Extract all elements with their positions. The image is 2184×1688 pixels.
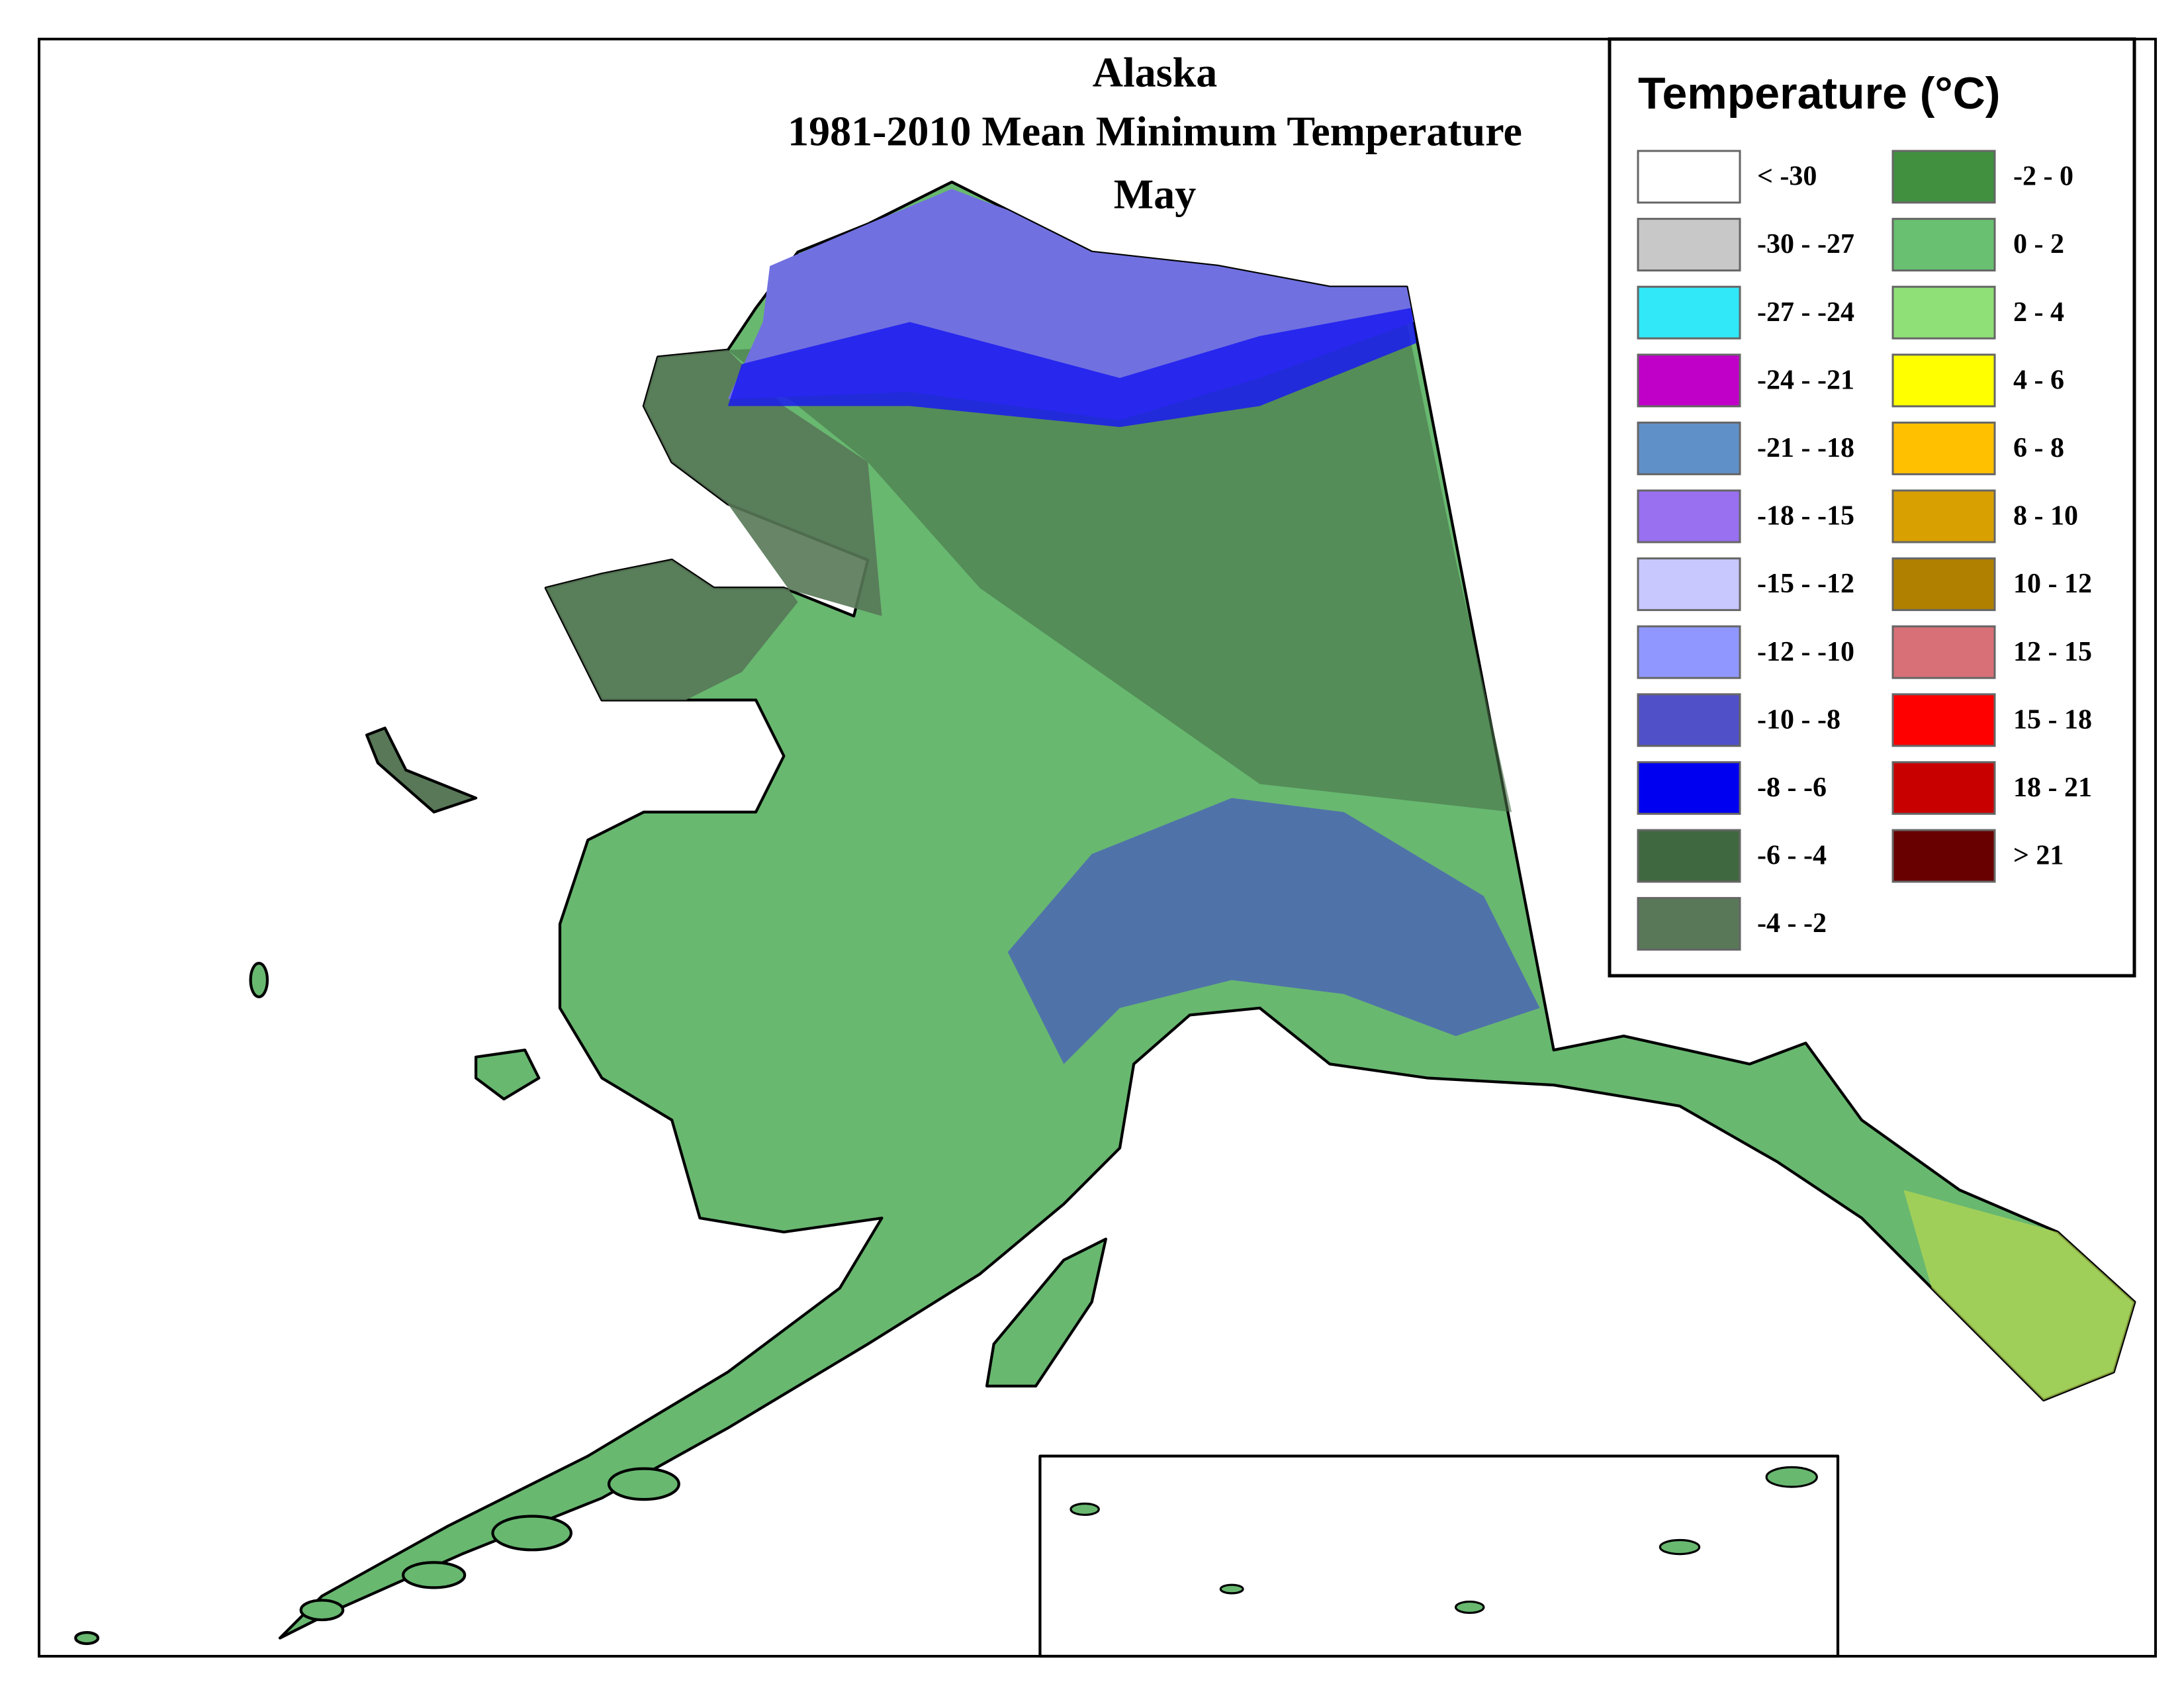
arctic-slope xyxy=(727,322,1512,812)
legend-label: 4 - 6 xyxy=(2013,365,2064,395)
legend-label: 10 - 12 xyxy=(2013,569,2092,599)
legend-swatch xyxy=(1891,421,1996,475)
legend-swatch xyxy=(1891,761,1996,815)
legend-swatch xyxy=(1891,625,1996,679)
legend-label: 0 - 2 xyxy=(2013,229,2064,259)
legend-label: -21 - -18 xyxy=(1757,433,1854,463)
legend-label: -6 - -4 xyxy=(1757,841,1827,871)
legend-label: -15 - -12 xyxy=(1757,569,1854,599)
legend-swatch xyxy=(1637,353,1741,408)
title-line: Alaska xyxy=(1093,49,1218,96)
legend-swatch xyxy=(1637,897,1741,951)
legend-label: -2 - 0 xyxy=(2013,162,2073,192)
legend-label: -18 - -15 xyxy=(1757,501,1854,532)
aleutians xyxy=(74,962,680,1646)
legend-swatch xyxy=(1891,489,1996,543)
legend-swatch xyxy=(1637,829,1741,883)
st-lawrence xyxy=(365,726,478,814)
legend-swatch xyxy=(1891,353,1996,408)
legend-label: 18 - 21 xyxy=(2013,773,2092,803)
legend-label: 2 - 4 xyxy=(2013,297,2064,328)
title-line: May xyxy=(1114,171,1196,218)
legend-swatch xyxy=(1891,557,1996,612)
legend-swatch xyxy=(1891,829,1996,883)
legend-label: -10 - -8 xyxy=(1757,704,1841,735)
map xyxy=(74,180,2136,1658)
legend-label: < -30 xyxy=(1757,162,1817,192)
legend-swatch xyxy=(1891,693,1996,747)
alaska-range xyxy=(1007,798,1540,1064)
title-line: 1981-2010 Mean Minimum Temperature xyxy=(788,108,1522,155)
legend-label: > 21 xyxy=(2013,841,2064,871)
legend-swatch xyxy=(1637,625,1741,679)
legend-swatch xyxy=(1637,285,1741,340)
legend-swatch xyxy=(1637,218,1741,272)
legend-swatch xyxy=(1637,557,1741,612)
legend-label: -30 - -27 xyxy=(1757,229,1854,259)
panhandle-warm xyxy=(1903,1190,2135,1400)
legend-label: -4 - -2 xyxy=(1757,908,1827,939)
legend-title: Temperature (°C) xyxy=(1638,68,2000,118)
inset-islands xyxy=(1069,1466,1818,1615)
brooks-range xyxy=(727,308,1417,428)
legend-swatch xyxy=(1891,150,1996,204)
legend-swatch xyxy=(1891,285,1996,340)
legend-label: 15 - 18 xyxy=(2013,704,2092,735)
legend-label: 8 - 10 xyxy=(2013,501,2078,532)
legend-swatch xyxy=(1891,218,1996,272)
legend-label: -24 - -21 xyxy=(1757,365,1854,395)
legend-swatch xyxy=(1637,421,1741,475)
legend-swatch xyxy=(1637,150,1741,204)
legend-label: 12 - 15 xyxy=(2013,637,2092,667)
legend-swatch xyxy=(1637,761,1741,815)
legend-swatch xyxy=(1637,489,1741,543)
northwest-region xyxy=(545,350,882,700)
legend-swatch xyxy=(1637,693,1741,747)
legend-label: -12 - -10 xyxy=(1757,637,1854,667)
inset-frame xyxy=(1038,1454,1840,1658)
kodiak xyxy=(985,1237,1107,1387)
legend-label: -27 - -24 xyxy=(1757,297,1854,328)
legend-label: -8 - -6 xyxy=(1757,773,1827,803)
legend-label: 6 - 8 xyxy=(2013,433,2064,463)
nunivak xyxy=(474,1049,541,1101)
